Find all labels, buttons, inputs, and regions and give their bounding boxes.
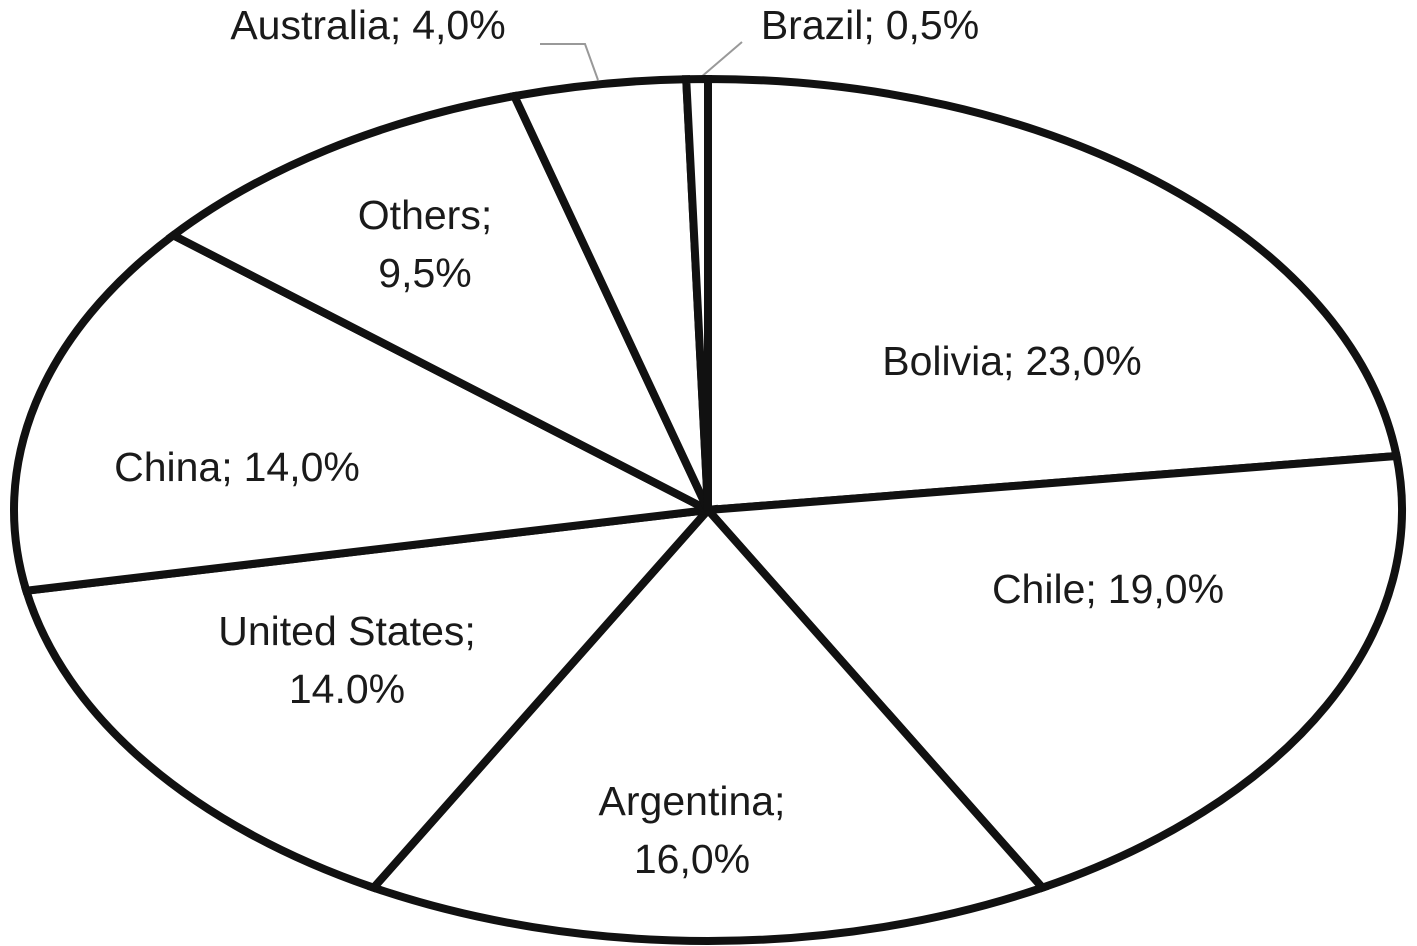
category-label: Argentina;	[599, 778, 786, 824]
category-label: Bolivia;	[882, 338, 1014, 384]
pie-slice	[681, 74, 712, 511]
category-label: Australia;	[230, 2, 401, 48]
leader-line	[540, 43, 599, 81]
pie-slice	[366, 503, 1050, 946]
pie-slice	[21, 504, 718, 893]
value-label: 0,5%	[886, 2, 979, 48]
slice-label: Chile; 19,0%	[992, 566, 1224, 612]
category-label: Brazil;	[761, 2, 875, 48]
value-label: 14.0%	[289, 666, 405, 712]
value-label: 16,0%	[634, 836, 750, 882]
slice-label: Brazil; 0,5%	[761, 2, 979, 48]
pie-slice	[10, 230, 722, 596]
pie-slice	[699, 451, 1407, 893]
slice-label: Australia; 4,0%	[230, 2, 505, 48]
slice-label: Argentina; 16,0%	[599, 778, 786, 882]
category-label: Others;	[358, 192, 492, 238]
slice-label: United States; 14.0%	[218, 608, 476, 712]
pie-slice	[704, 74, 1402, 515]
value-label: 9,5%	[378, 250, 471, 296]
value-label: 23,0%	[1025, 338, 1141, 384]
slice-label: Others; 9,5%	[358, 192, 492, 296]
slice-label: Bolivia; 23,0%	[882, 338, 1141, 384]
value-label: 4,0%	[412, 2, 505, 48]
leader-line	[699, 41, 743, 79]
category-label: Chile;	[992, 566, 1097, 612]
category-label: China;	[114, 444, 233, 490]
value-label: 19,0%	[1108, 566, 1224, 612]
value-label: 14,0%	[244, 444, 360, 490]
pie-slice	[165, 91, 717, 519]
slice-label: China; 14,0%	[114, 444, 360, 490]
category-label: United States;	[218, 608, 476, 654]
